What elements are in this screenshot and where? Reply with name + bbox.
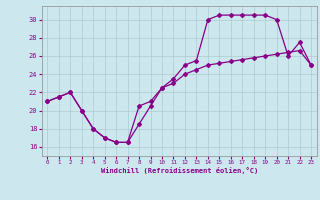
X-axis label: Windchill (Refroidissement éolien,°C): Windchill (Refroidissement éolien,°C) <box>100 167 258 174</box>
